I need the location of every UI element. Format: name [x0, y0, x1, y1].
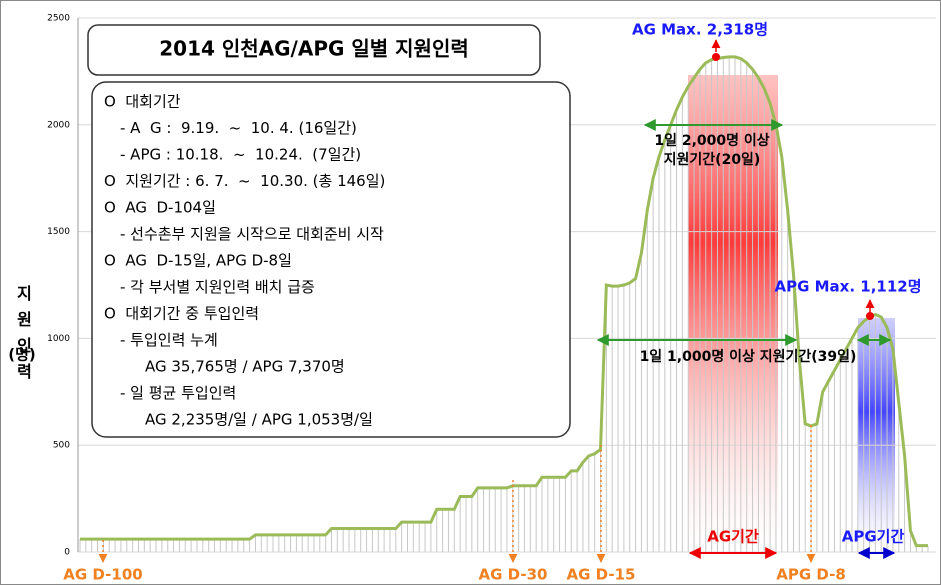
y-tick-label: 2500 — [47, 14, 70, 24]
info-line: O 지원기간 : 6. 7. ~ 10.30. (총 146일) — [104, 172, 385, 190]
annotation: 1일 1,000명 이상 지원기간(39일) — [640, 348, 857, 365]
annotation: AG기간 — [707, 528, 759, 546]
ag-period-band — [688, 75, 778, 552]
annotation: 1일 2,000명 이상 — [654, 132, 769, 149]
info-line: - 일 평균 투입인력 — [120, 384, 236, 402]
info-line: - APG : 10.18. ~ 10.24. (7일간) — [120, 146, 361, 164]
peak-dot — [866, 312, 874, 320]
annotation: AG D-30 — [479, 566, 548, 584]
annotation: 지원기간(20일) — [664, 151, 761, 168]
y-tick-label: 1000 — [47, 334, 70, 344]
info-line: - 투입인력 누계 — [120, 331, 218, 349]
info-line: - 각 부서별 지원인력 배치 급증 — [120, 278, 315, 296]
info-line: AG 35,765명 / APG 7,370명 — [145, 358, 345, 376]
title-box — [87, 24, 541, 76]
info-line: O AG D-104일 — [104, 199, 216, 217]
info-line: - A G : 9.19. ~ 10. 4. (16일간) — [120, 119, 357, 137]
annotation: APG Max. 1,112명 — [774, 278, 921, 296]
y-axis-label: 지원인력 — [14, 285, 33, 389]
y-tick-label: 2000 — [47, 120, 70, 130]
info-line: O 대회기간 중 투입인력 — [104, 305, 259, 323]
chart-title: 2014 인천AG/APG 일별 지원인력 — [159, 37, 469, 61]
data-line — [80, 55, 928, 548]
annotation: AG D-15 — [567, 566, 636, 584]
annotation: AG D-100 — [63, 566, 142, 584]
annotation: APG기간 — [842, 528, 905, 546]
info-box — [91, 81, 571, 438]
peak-dot — [712, 53, 720, 61]
y-tick-label: 0 — [64, 548, 70, 558]
info-line: O AG D-15일, APG D-8일 — [104, 252, 292, 270]
annotation: APG D-8 — [776, 566, 846, 584]
annotation: AG Max. 2,318명 — [632, 21, 768, 39]
info-line: - 선수촌부 지원을 시작으로 대회준비 시작 — [120, 225, 384, 243]
y-tick-label: 500 — [53, 441, 70, 451]
info-line: O 대회기간 — [104, 93, 181, 111]
y-axis-unit: (명) — [8, 346, 36, 364]
info-line: AG 2,235명/일 / APG 1,053명/일 — [145, 411, 373, 429]
y-tick-label: 1500 — [47, 227, 70, 237]
